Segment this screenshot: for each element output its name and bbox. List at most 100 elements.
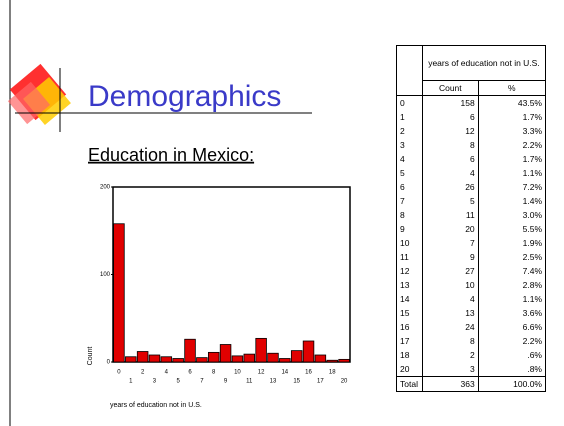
row-label: 15 (396, 306, 423, 320)
corner-cell (396, 45, 423, 96)
row-label: 4 (396, 152, 423, 166)
x-tick-label: 5 (177, 379, 181, 385)
table-cell: 3.3% (477, 124, 547, 138)
x-tick-label: 15 (293, 379, 300, 385)
table-row: 14 4 1.1% (396, 292, 547, 306)
table-cell: 3.0% (477, 208, 547, 222)
x-tick-label: 1 (129, 379, 133, 385)
table-cell: 26 (421, 180, 479, 194)
table-cell: 4 (421, 292, 479, 306)
table-cell: 43.5% (477, 95, 547, 110)
title-icon (7, 63, 71, 125)
frequency-table: years of education not in U.S. Count % 0… (396, 45, 547, 392)
table-cell: 8 (421, 334, 479, 348)
table-cell: 6 (421, 152, 479, 166)
table-cell: 7.2% (477, 180, 547, 194)
table-row: Total 363 100.0% (396, 376, 547, 392)
x-tick-label: 14 (281, 370, 288, 376)
x-tick-label: 13 (270, 379, 277, 385)
bar (279, 358, 291, 363)
x-tick-label: 8 (212, 370, 216, 376)
table-cell: 3 (421, 362, 479, 377)
x-tick-label: 6 (188, 370, 192, 376)
bar (290, 350, 303, 363)
row-label: 16 (396, 320, 423, 334)
x-tick-label: 16 (305, 370, 312, 376)
table-row: 17 8 2.2% (396, 334, 547, 348)
row-label: 10 (396, 236, 423, 250)
x-tick-label: 2 (141, 370, 145, 376)
x-axis-label: years of education not in U.S. (110, 402, 202, 409)
table-cell: 13 (421, 306, 479, 320)
bar (219, 344, 232, 363)
table-cell: .6% (477, 348, 547, 362)
bar (231, 355, 244, 363)
table-cell: 6 (421, 110, 479, 124)
table-cell: 5 (421, 194, 479, 208)
table-cell: 27 (421, 264, 479, 278)
table-row: 12 27 7.4% (396, 264, 547, 278)
y-axis-label: Count (87, 347, 94, 366)
x-tick-label: 0 (117, 370, 121, 376)
x-tick-label: 4 (165, 370, 169, 376)
table-cell: 2.2% (477, 138, 547, 152)
x-tick-label: 12 (258, 370, 265, 376)
bar (196, 357, 208, 363)
x-tick-label: 9 (224, 379, 228, 385)
x-tick-label: 7 (200, 379, 204, 385)
table-row: 11 9 2.5% (396, 250, 547, 264)
row-label: 8 (396, 208, 423, 222)
bar (302, 340, 315, 363)
row-label: 14 (396, 292, 423, 306)
x-tick-label: 18 (329, 370, 336, 376)
table-cell: 6.6% (477, 320, 547, 334)
bar (125, 356, 137, 363)
bar (148, 354, 161, 363)
row-label: 0 (396, 95, 423, 110)
x-tick-label: 17 (317, 379, 324, 385)
table-cell: 1.7% (477, 110, 547, 124)
table-row: 18 2.6% (396, 348, 547, 362)
row-label: 3 (396, 138, 423, 152)
row-label: 11 (396, 250, 423, 264)
y-tick-label: 100 (100, 272, 111, 278)
table-cell: 20 (421, 222, 479, 236)
table-row: 16 24 6.6% (396, 320, 547, 334)
x-tick-label: 3 (153, 379, 157, 385)
table-row: 0 158 43.5% (396, 95, 547, 110)
row-label: 12 (396, 264, 423, 278)
row-label: 6 (396, 180, 423, 194)
table-cell: 3.6% (477, 306, 547, 320)
table-row: 9 20 5.5% (396, 222, 547, 236)
x-tick-label: 10 (234, 370, 241, 376)
table-row: 15 13 3.6% (396, 306, 547, 320)
row-label: 5 (396, 166, 423, 180)
table-cell: 12 (421, 124, 479, 138)
table-title: years of education not in U.S. (421, 45, 547, 81)
table-cell: 7.4% (477, 264, 547, 278)
table-cell: 24 (421, 320, 479, 334)
slide-subtitle: Education in Mexico: (88, 145, 254, 165)
table-cell: 2 (421, 348, 479, 362)
row-label: Total (396, 376, 423, 392)
bar (255, 337, 267, 363)
bar (314, 354, 327, 363)
bar (160, 356, 173, 363)
table-cell: 8 (421, 138, 479, 152)
bar (207, 351, 220, 363)
table-cell: 2.2% (477, 334, 547, 348)
y-tick-label: 0 (107, 360, 111, 366)
table-cell: 7 (421, 236, 479, 250)
table-cell: 2.8% (477, 278, 547, 292)
table-row: 10 7 1.9% (396, 236, 547, 250)
table-cell: 4 (421, 166, 479, 180)
table-cell: 158 (421, 95, 479, 110)
table-row: 20 3.8% (396, 362, 547, 377)
bar (267, 352, 279, 363)
row-label: 20 (396, 362, 423, 377)
table-cell: 10 (421, 278, 479, 292)
x-tick-label: 11 (246, 379, 253, 385)
row-label: 2 (396, 124, 423, 138)
